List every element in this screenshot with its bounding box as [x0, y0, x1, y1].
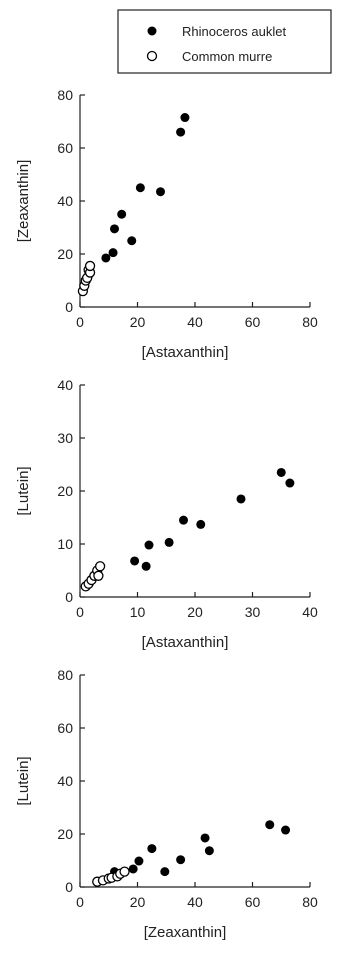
x-tick-label: 40: [302, 604, 318, 620]
x-tick-label: 20: [130, 894, 146, 910]
data-point-rhinoceros-auklet: [110, 224, 119, 234]
y-tick-label: 40: [57, 773, 73, 789]
data-point-rhinoceros-auklet: [281, 825, 291, 835]
y-tick-label: 10: [57, 536, 73, 552]
x-tick-label: 0: [76, 894, 84, 910]
y-tick-label: 30: [57, 430, 73, 446]
x-tick-label: 60: [245, 314, 261, 330]
x-tick-label: 60: [245, 894, 261, 910]
data-point-rhinoceros-auklet: [134, 856, 144, 866]
data-point-rhinoceros-auklet: [141, 561, 151, 571]
data-point-rhinoceros-auklet: [200, 833, 210, 843]
data-point-rhinoceros-auklet: [179, 515, 188, 525]
data-point-rhinoceros-auklet: [135, 183, 145, 193]
legend: Rhinoceros auklet Common murre: [117, 9, 332, 74]
y-tick-label: 0: [65, 299, 73, 315]
data-point-rhinoceros-auklet: [117, 209, 127, 219]
x-axis-label: [Astaxanthin]: [142, 634, 229, 651]
data-point-rhinoceros-auklet: [196, 519, 206, 529]
y-axis-label: [Lutein]: [15, 756, 32, 805]
legend-label-rhinoceros-auklet: Rhinoceros auklet: [182, 24, 286, 39]
data-point-rhinoceros-auklet: [144, 540, 154, 550]
plot-zeaxanthin-vs-astaxanthin: 0 20 40 60 80 0 20 40 60 80 [Astaxanthin] [Zeaxanth…: [15, 87, 318, 361]
x-tick-label: 0: [76, 314, 84, 330]
legend-marker-rhinoceros-auklet: [147, 26, 157, 36]
plot-lutein-vs-zeaxanthin: 0 20 40 60 80 0 20 40 60 80 [Zeaxanthin] [Lutein]: [15, 667, 318, 941]
data-point-common-murre: [84, 260, 96, 272]
y-tick-label: 20: [57, 246, 73, 262]
x-tick-label: 20: [130, 314, 146, 330]
legend-marker-common-murre: [146, 50, 158, 62]
legend-box: [117, 9, 332, 74]
y-tick-label: 20: [57, 483, 73, 499]
data-point-rhinoceros-auklet: [176, 127, 186, 137]
data-point-rhinoceros-auklet: [156, 187, 165, 197]
y-axis-label: [Zeaxanthin]: [15, 160, 32, 243]
data-point-rhinoceros-auklet: [160, 867, 170, 877]
data-point-common-murre: [93, 570, 104, 581]
x-axis-label: [Zeaxanthin]: [144, 924, 227, 941]
data-point-rhinoceros-auklet: [127, 236, 137, 246]
y-tick-label: 0: [65, 879, 73, 895]
x-tick-label: 10: [130, 604, 146, 620]
data-point-rhinoceros-auklet: [276, 467, 286, 477]
data-point-rhinoceros-auklet: [176, 855, 186, 865]
y-tick-label: 40: [57, 193, 73, 209]
x-tick-label: 20: [187, 604, 203, 620]
data-point-rhinoceros-auklet: [130, 556, 140, 566]
x-tick-label: 0: [76, 604, 84, 620]
data-point-rhinoceros-auklet: [285, 478, 295, 488]
data-point-rhinoceros-auklet: [128, 864, 138, 874]
y-tick-label: 60: [57, 720, 73, 736]
data-point-rhinoceros-auklet: [204, 846, 214, 856]
y-tick-label: 20: [57, 826, 73, 842]
data-point-rhinoceros-auklet: [101, 253, 111, 263]
x-tick-label: 30: [245, 604, 261, 620]
data-point-rhinoceros-auklet: [265, 820, 275, 830]
data-point-rhinoceros-auklet: [147, 844, 157, 854]
data-point-common-murre: [94, 561, 106, 572]
x-tick-label: 40: [187, 314, 203, 330]
y-tick-label: 80: [57, 667, 73, 683]
x-tick-label: 80: [302, 314, 318, 330]
y-tick-label: 60: [57, 140, 73, 156]
y-tick-label: 0: [65, 589, 73, 605]
y-tick-label: 80: [57, 87, 73, 103]
data-point-rhinoceros-auklet: [236, 494, 246, 504]
data-point-common-murre: [119, 866, 130, 877]
x-tick-label: 80: [302, 894, 318, 910]
y-tick-label: 40: [57, 377, 73, 393]
data-point-rhinoceros-auklet: [108, 248, 118, 258]
plot-lutein-vs-astaxanthin: 0 10 20 30 40 0 10 20 30 40 [Astaxanthin] [Lutein]: [15, 377, 318, 651]
x-axis-label: [Astaxanthin]: [142, 344, 229, 361]
data-point-rhinoceros-auklet: [164, 537, 174, 547]
data-point-rhinoceros-auklet: [180, 113, 190, 123]
y-axis-label: [Lutein]: [15, 466, 32, 515]
x-tick-label: 40: [187, 894, 203, 910]
legend-label-common-murre: Common murre: [182, 49, 272, 64]
